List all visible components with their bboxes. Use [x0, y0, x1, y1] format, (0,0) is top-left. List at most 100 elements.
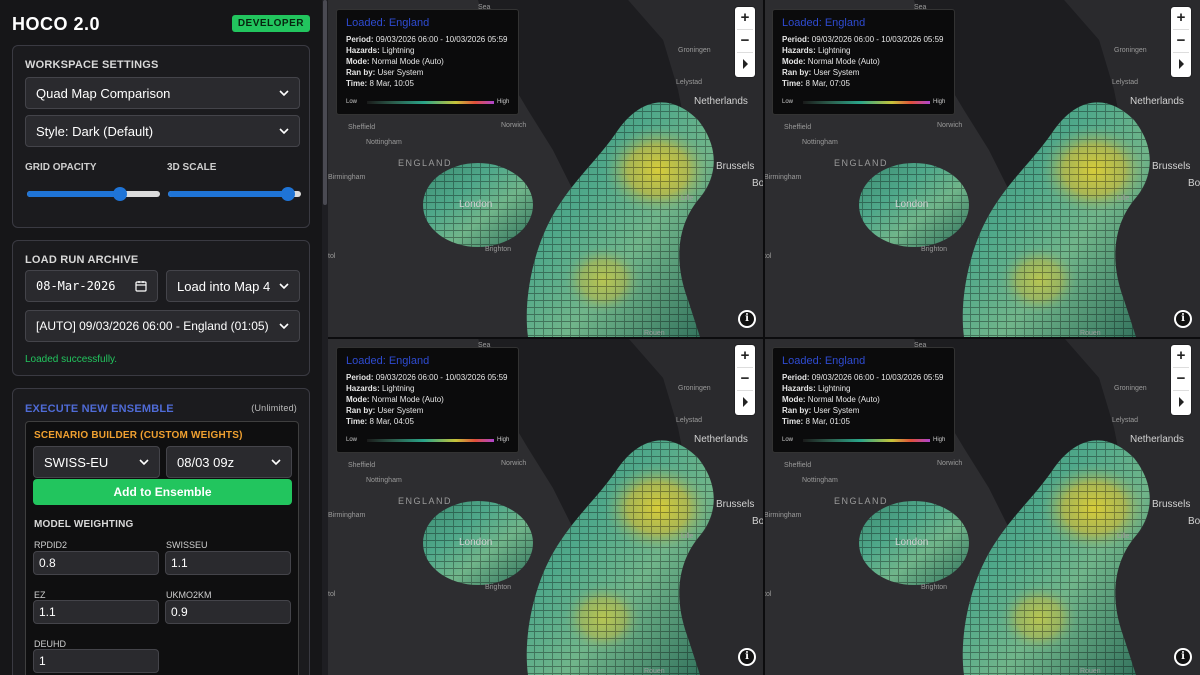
- run-info-title: Loaded: England: [346, 355, 430, 367]
- target-map-value: Load into Map 4: [177, 278, 271, 294]
- run-info-mode: Mode: Normal Mode (Auto): [782, 57, 880, 66]
- run-info-ran-by: Ran by: User System: [346, 68, 423, 77]
- place-label: Netherlands: [694, 434, 748, 445]
- run-info-period: Period: 09/03/2026 06:00 - 10/03/2026 05…: [346, 373, 507, 382]
- legend-color-bar: [367, 439, 494, 442]
- place-label: London: [895, 537, 929, 548]
- zoom-out-icon[interactable]: −: [1176, 369, 1186, 387]
- place-label: Lelystad: [1112, 79, 1139, 86]
- compass-icon[interactable]: [735, 392, 755, 412]
- place-label: Rouen: [644, 668, 665, 675]
- weight-input-rpdid2[interactable]: 0.8: [33, 551, 159, 575]
- compass-icon[interactable]: [735, 54, 755, 74]
- run-info-ran-by-key: Ran by:: [782, 68, 812, 77]
- sidebar-scrollbar[interactable]: [322, 0, 328, 675]
- place-label: Birmingham: [328, 512, 366, 519]
- zoom-out-icon[interactable]: −: [740, 369, 750, 387]
- run-info-period-key: Period:: [346, 35, 374, 44]
- run-info-ran-by: Ran by: User System: [346, 406, 423, 415]
- map-panel-4[interactable]: Sea Groningen Lelystad Netherlands Sheff…: [764, 338, 1200, 675]
- run-info-hazards-value: Lightning: [818, 384, 851, 393]
- run-info-hazards: Hazards: Lightning: [782, 46, 851, 55]
- run-info-period: Period: 09/03/2026 06:00 - 10/03/2026 05…: [346, 35, 507, 44]
- zoom-divider: [1173, 367, 1189, 368]
- compass-icon[interactable]: [1171, 392, 1191, 412]
- style-select[interactable]: Style: Dark (Default): [25, 115, 300, 147]
- info-icon[interactable]: i: [738, 648, 756, 666]
- weight-input-ukmo2km[interactable]: 0.9: [165, 600, 291, 624]
- place-label: Brussels: [716, 499, 755, 510]
- archive-date-input[interactable]: 08-Mar-2026: [25, 270, 158, 302]
- place-label: Norwich: [501, 460, 527, 467]
- run-info-time-key: Time:: [346, 417, 368, 426]
- place-label: Bo: [1188, 178, 1200, 189]
- run-info-mode-value: Normal Mode (Auto): [371, 57, 444, 66]
- sidebar: HOCO 2.0 DEVELOPER WORKSPACE SETTINGS Qu…: [0, 0, 322, 675]
- run-info-period: Period: 09/03/2026 06:00 - 10/03/2026 05…: [782, 373, 943, 382]
- map-panel-1[interactable]: Sea Groningen Lelystad Netherlands Sheff…: [328, 0, 764, 337]
- run-info-ran-by-value: User System: [813, 68, 860, 77]
- run-info-hazards-key: Hazards:: [346, 46, 380, 55]
- run-info-ran-by-value: User System: [377, 406, 424, 415]
- run-info-mode-value: Normal Mode (Auto): [371, 395, 444, 404]
- zoom-in-icon[interactable]: +: [740, 8, 750, 26]
- place-label: tol: [328, 591, 336, 598]
- load-archive-card: LOAD RUN ARCHIVE 08-Mar-2026 Load into M…: [12, 240, 310, 376]
- zoom-in-icon[interactable]: +: [740, 346, 750, 364]
- info-icon[interactable]: i: [1174, 310, 1192, 328]
- model-select-value: SWISS-EU: [44, 454, 109, 470]
- map-zoom-controls: + −: [1171, 7, 1191, 77]
- info-icon[interactable]: i: [738, 310, 756, 328]
- panel-divider-horizontal: [328, 337, 1200, 339]
- weight-input-ez[interactable]: 1.1: [33, 600, 159, 624]
- zoom-out-icon[interactable]: −: [740, 31, 750, 49]
- map-zoom-controls: + −: [1171, 345, 1191, 415]
- map-panel-2[interactable]: Sea Groningen Lelystad Netherlands Sheff…: [764, 0, 1200, 337]
- map-panel-3[interactable]: Sea Groningen Lelystad Netherlands Sheff…: [328, 338, 764, 675]
- place-label: Birmingham: [328, 174, 366, 181]
- compass-icon: [743, 59, 748, 69]
- zoom-divider: [737, 367, 753, 368]
- place-label: Sea: [914, 342, 927, 349]
- hazard-grid-overlay: [423, 163, 533, 247]
- place-label: Brussels: [1152, 161, 1191, 172]
- place-label: tol: [764, 591, 772, 598]
- place-label: Sheffield: [348, 124, 376, 131]
- legend-low-label: Low: [782, 437, 794, 443]
- grid-opacity-slider-thumb[interactable]: [113, 187, 128, 201]
- scale-slider-thumb[interactable]: [280, 187, 295, 201]
- zoom-divider: [1173, 52, 1189, 53]
- run-info-time-value: 8 Mar, 04:05: [369, 417, 414, 426]
- weight-input-deuhd[interactable]: 1: [33, 649, 159, 673]
- layout-select[interactable]: Quad Map Comparison: [25, 77, 300, 109]
- run-time-select[interactable]: 08/03 09z: [166, 446, 292, 478]
- place-label: Lelystad: [1112, 417, 1139, 424]
- calendar-icon[interactable]: [135, 280, 147, 292]
- place-label: ENGLAND: [398, 496, 453, 506]
- run-info-hazards-key: Hazards:: [782, 46, 816, 55]
- run-info-period-value: 09/03/2026 06:00 - 10/03/2026 05:59: [375, 35, 508, 44]
- archive-run-select[interactable]: [AUTO] 09/03/2026 06:00 - England (01:05…: [25, 310, 300, 342]
- target-map-select[interactable]: Load into Map 4: [166, 270, 300, 302]
- compass-icon[interactable]: [1171, 54, 1191, 74]
- zoom-in-icon[interactable]: +: [1176, 346, 1186, 364]
- sidebar-scrollbar-thumb[interactable]: [323, 0, 327, 205]
- chevron-down-icon: [271, 459, 281, 466]
- info-icon[interactable]: i: [1174, 648, 1192, 666]
- weight-input-swisseu[interactable]: 1.1: [165, 551, 291, 575]
- add-to-ensemble-button[interactable]: Add to Ensemble: [33, 479, 292, 505]
- scale-slider[interactable]: [168, 187, 301, 201]
- run-info-ran-by: Ran by: User System: [782, 406, 859, 415]
- run-info-box: Loaded: England Period: 09/03/2026 06:00…: [336, 9, 519, 115]
- map-canvas[interactable]: [764, 0, 1200, 337]
- place-label: Sea: [478, 4, 491, 11]
- run-info-time: Time: 8 Mar, 04:05: [346, 417, 414, 426]
- grid-opacity-slider[interactable]: [27, 187, 160, 201]
- model-select[interactable]: SWISS-EU: [33, 446, 160, 478]
- place-label: Lille: [681, 195, 694, 202]
- run-info-hazards: Hazards: Lightning: [346, 46, 415, 55]
- legend-high-label: High: [933, 437, 946, 443]
- zoom-out-icon[interactable]: −: [1176, 31, 1186, 49]
- place-label: Netherlands: [1130, 96, 1184, 107]
- zoom-in-icon[interactable]: +: [1176, 8, 1186, 26]
